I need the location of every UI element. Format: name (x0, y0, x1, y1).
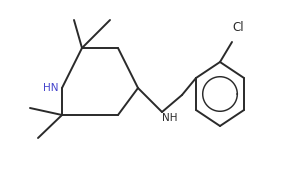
Text: NH: NH (162, 113, 177, 123)
Text: HN: HN (43, 83, 58, 93)
Text: Cl: Cl (232, 21, 244, 34)
